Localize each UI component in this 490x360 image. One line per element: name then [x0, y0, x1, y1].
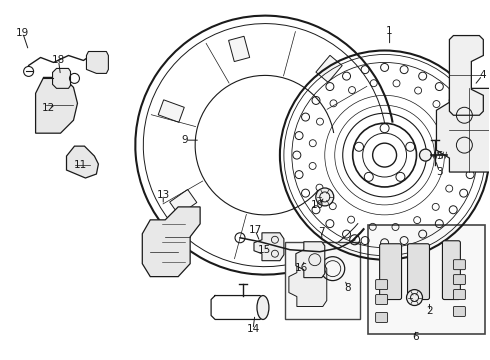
FancyBboxPatch shape — [453, 289, 465, 300]
Text: 3: 3 — [436, 167, 443, 177]
Polygon shape — [296, 242, 325, 278]
FancyBboxPatch shape — [376, 294, 388, 305]
FancyBboxPatch shape — [442, 241, 461, 300]
Text: 13: 13 — [157, 190, 170, 200]
Text: 7: 7 — [318, 227, 325, 237]
Text: 18: 18 — [52, 55, 65, 66]
FancyBboxPatch shape — [453, 306, 465, 316]
Polygon shape — [67, 146, 98, 178]
Bar — [368, 225, 485, 334]
Polygon shape — [158, 100, 184, 122]
FancyBboxPatch shape — [408, 244, 429, 300]
Polygon shape — [86, 51, 108, 73]
Text: 5: 5 — [436, 151, 443, 161]
Text: 16: 16 — [295, 263, 309, 273]
Text: 2: 2 — [426, 306, 433, 316]
FancyBboxPatch shape — [453, 260, 465, 270]
FancyBboxPatch shape — [376, 312, 388, 323]
Polygon shape — [52, 68, 71, 88]
Text: 4: 4 — [479, 71, 486, 80]
Circle shape — [407, 289, 422, 306]
FancyBboxPatch shape — [453, 275, 465, 285]
Polygon shape — [142, 207, 200, 276]
Polygon shape — [316, 55, 342, 82]
Text: 10: 10 — [311, 200, 324, 210]
Polygon shape — [170, 189, 197, 215]
Text: 8: 8 — [344, 283, 351, 293]
Text: 12: 12 — [42, 103, 55, 113]
Text: 14: 14 — [246, 324, 260, 334]
Bar — [285, 242, 360, 319]
Text: 6: 6 — [412, 332, 419, 342]
Text: 9: 9 — [182, 135, 189, 145]
Polygon shape — [36, 77, 77, 133]
Ellipse shape — [257, 296, 269, 319]
Polygon shape — [449, 36, 483, 115]
Text: 11: 11 — [74, 160, 87, 170]
Polygon shape — [289, 263, 327, 306]
Text: 1: 1 — [386, 26, 393, 36]
Polygon shape — [254, 233, 284, 261]
Text: 15: 15 — [257, 245, 270, 255]
Text: 17: 17 — [248, 225, 262, 235]
Circle shape — [316, 188, 334, 206]
Polygon shape — [229, 36, 250, 62]
FancyBboxPatch shape — [376, 280, 388, 289]
Text: 19: 19 — [16, 28, 29, 37]
FancyBboxPatch shape — [380, 244, 401, 300]
Polygon shape — [437, 88, 490, 172]
Circle shape — [419, 149, 432, 161]
